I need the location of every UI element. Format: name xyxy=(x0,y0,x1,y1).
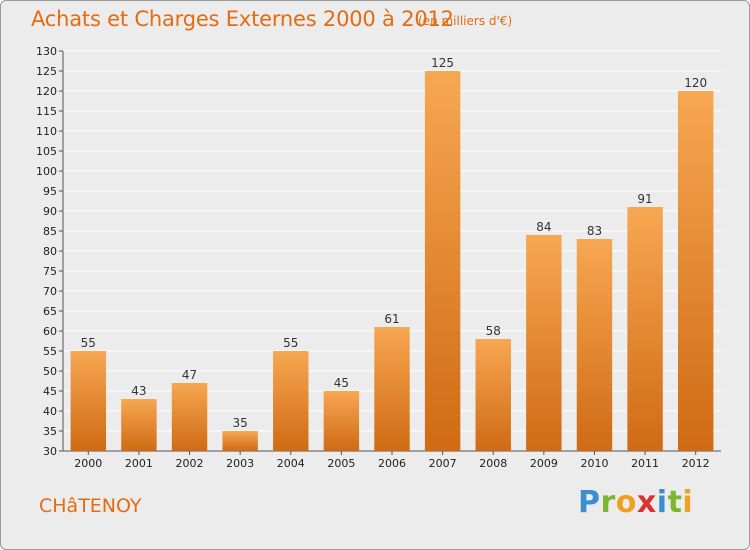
logo-letter: o xyxy=(615,485,637,520)
logo-letter: i xyxy=(682,485,694,520)
y-tick-label: 130 xyxy=(36,45,57,58)
x-tick-label-2001: 2001 xyxy=(125,457,153,470)
y-tick-label: 85 xyxy=(43,225,57,238)
bars xyxy=(70,71,714,451)
x-tick-label-2007: 2007 xyxy=(429,457,457,470)
y-tick-label: 125 xyxy=(36,65,57,78)
x-tick-label-2003: 2003 xyxy=(226,457,254,470)
bar-2001 xyxy=(121,399,157,451)
data-label-2007: 125 xyxy=(431,56,454,70)
y-tick-label: 30 xyxy=(43,445,57,458)
logo-letter: x xyxy=(636,485,657,520)
bar-2000 xyxy=(70,351,107,451)
data-label-2011: 91 xyxy=(637,192,652,206)
logo-letter: P xyxy=(578,485,601,520)
bar-2005 xyxy=(323,391,360,451)
data-label-2005: 45 xyxy=(334,376,349,390)
bar-2009 xyxy=(526,235,562,451)
x-tick-label-2004: 2004 xyxy=(277,457,305,470)
x-tick-label-2008: 2008 xyxy=(479,457,507,470)
y-tick-label: 70 xyxy=(43,285,57,298)
bar-2002 xyxy=(171,383,208,451)
x-tick-label-2005: 2005 xyxy=(327,457,355,470)
data-label-2010: 83 xyxy=(587,224,602,238)
bar-2008 xyxy=(475,339,511,451)
data-label-2008: 58 xyxy=(486,324,501,338)
x-tick-label-2011: 2011 xyxy=(631,457,659,470)
place-name: CHâTENOY xyxy=(39,495,142,517)
bar-2007 xyxy=(424,71,461,451)
x-tick-label-2000: 2000 xyxy=(74,457,102,470)
y-tick-label: 100 xyxy=(36,165,57,178)
data-label-2002: 47 xyxy=(182,368,197,382)
labels: 55 43 47 35 55 45 61 125 58 84 83 91 120 xyxy=(81,56,707,430)
x-tick-label-2006: 2006 xyxy=(378,457,406,470)
y-tick-label: 60 xyxy=(43,325,57,338)
y-tick-label: 90 xyxy=(43,205,57,218)
data-label-2012: 120 xyxy=(684,76,707,90)
proxiti-logo: Proxiti xyxy=(578,485,693,520)
data-label-2003: 35 xyxy=(233,416,248,430)
x-tick-label-2012: 2012 xyxy=(682,457,710,470)
y-tick-label: 35 xyxy=(43,425,57,438)
data-label-2009: 84 xyxy=(536,220,551,234)
bar-2006 xyxy=(374,327,410,451)
logo-letter: r xyxy=(600,485,616,520)
bar-2003 xyxy=(222,431,258,451)
bar-2004 xyxy=(273,351,309,451)
x-tick-label-2010: 2010 xyxy=(580,457,608,470)
data-label-2000: 55 xyxy=(81,336,96,350)
x-tick-label-2002: 2002 xyxy=(176,457,204,470)
data-label-2004: 55 xyxy=(283,336,298,350)
bar-2012 xyxy=(677,91,714,451)
y-tick-label: 110 xyxy=(36,125,57,138)
bar-2010 xyxy=(576,239,613,451)
y-tick-label: 95 xyxy=(43,185,57,198)
bar-2011 xyxy=(627,207,663,451)
y-tick-label: 65 xyxy=(43,305,57,318)
data-label-2006: 61 xyxy=(384,312,399,326)
chart-title: Achats et Charges Externes 2000 à 2012 xyxy=(31,7,454,31)
data-label-2001: 43 xyxy=(131,384,146,398)
y-tick-label: 115 xyxy=(36,105,57,118)
y-tick-label: 40 xyxy=(43,405,57,418)
y-tick-label: 45 xyxy=(43,385,57,398)
chart-subtitle: (en milliers d'€) xyxy=(418,14,513,28)
y-tick-label: 80 xyxy=(43,245,57,258)
logo-letter: t xyxy=(667,485,683,520)
y-tick-label: 55 xyxy=(43,345,57,358)
logo-letter: i xyxy=(656,485,668,520)
y-tick-label: 105 xyxy=(36,145,57,158)
y-tick-label: 75 xyxy=(43,265,57,278)
y-tick-label: 50 xyxy=(43,365,57,378)
y-tick-label: 120 xyxy=(36,85,57,98)
x-tick-label-2009: 2009 xyxy=(530,457,558,470)
